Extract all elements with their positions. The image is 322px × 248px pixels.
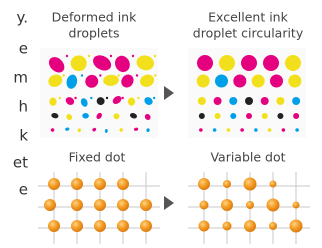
droplet — [219, 55, 235, 71]
label: Excellent ink — [208, 10, 288, 25]
dot — [71, 178, 83, 190]
satellite — [66, 55, 68, 57]
droplet — [215, 113, 221, 119]
dot — [48, 178, 60, 190]
droplet — [295, 128, 299, 132]
satellite — [154, 55, 156, 57]
droplet — [270, 75, 283, 88]
droplet — [240, 128, 244, 132]
dot — [117, 178, 129, 190]
dot — [117, 220, 129, 232]
satellite — [81, 74, 83, 76]
droplet — [277, 113, 283, 119]
droplet — [261, 97, 269, 105]
droplet — [276, 97, 284, 105]
text-fragment: e — [19, 181, 28, 199]
droplet — [229, 97, 237, 105]
satellite — [137, 97, 139, 99]
dot — [199, 221, 210, 232]
droplet — [282, 128, 286, 132]
dot — [48, 220, 60, 232]
text-fragment: k — [19, 127, 28, 145]
droplet — [214, 97, 222, 105]
dot — [267, 199, 280, 212]
label: droplets — [69, 26, 120, 41]
droplet — [199, 128, 203, 132]
satellite — [122, 97, 124, 99]
dot — [223, 180, 231, 188]
droplet — [268, 128, 272, 132]
dot — [140, 199, 152, 211]
satellite — [74, 97, 76, 99]
dot — [44, 199, 56, 211]
satellite — [62, 74, 64, 76]
text-fragment: y. — [16, 9, 28, 27]
droplet — [230, 113, 236, 119]
text-fragment: h — [18, 98, 28, 116]
droplet — [227, 128, 231, 132]
satellite — [154, 74, 156, 76]
dot — [290, 220, 303, 233]
dot — [94, 178, 106, 190]
satellite — [117, 74, 119, 76]
droplet — [293, 113, 299, 119]
dot — [221, 199, 233, 211]
dot — [269, 222, 277, 230]
illustrations — [38, 48, 310, 244]
dot — [94, 199, 106, 211]
dot — [244, 220, 256, 232]
dot — [270, 181, 277, 188]
droplet — [254, 128, 258, 132]
label: Variable dot — [210, 150, 285, 165]
satellite — [110, 55, 112, 57]
droplet — [262, 113, 268, 119]
droplet — [285, 55, 301, 71]
satellite — [153, 97, 155, 99]
droplet — [241, 55, 257, 71]
droplet — [197, 75, 210, 88]
droplet — [199, 113, 205, 119]
arrow — [164, 86, 174, 100]
dot — [198, 178, 210, 190]
dot — [94, 220, 106, 232]
droplet — [246, 113, 252, 119]
droplet — [233, 75, 246, 88]
droplet — [128, 97, 135, 105]
dot — [293, 202, 300, 209]
dot — [117, 199, 129, 211]
dot — [244, 178, 257, 191]
dot — [223, 222, 232, 231]
droplet — [215, 75, 228, 88]
satellite — [106, 97, 108, 99]
droplet — [213, 128, 217, 132]
label: Deformed ink — [52, 10, 137, 25]
dot — [71, 220, 83, 232]
droplet — [263, 55, 279, 71]
dot — [246, 201, 254, 209]
satellite — [99, 74, 101, 76]
dot — [140, 220, 152, 232]
dot — [71, 199, 83, 211]
droplet — [288, 75, 301, 88]
arrow — [164, 196, 174, 210]
droplet — [252, 75, 265, 88]
droplet — [197, 55, 213, 71]
text-fragment: e — [19, 40, 28, 58]
satellite — [132, 55, 134, 57]
left-text-fragments: y.emhkete — [13, 9, 28, 199]
label: Fixed dot — [69, 150, 126, 165]
satellite — [88, 55, 90, 57]
text-fragment: et — [13, 154, 28, 172]
label: droplet circularity — [193, 26, 304, 41]
droplet — [198, 97, 206, 105]
droplet — [245, 97, 253, 105]
satellite — [90, 97, 92, 99]
diagram: y.emhkete Deformed ink droplets Excellen… — [0, 0, 322, 248]
dot — [200, 201, 209, 210]
satellite — [136, 74, 138, 76]
text-fragment: m — [13, 69, 28, 87]
satellite — [59, 97, 61, 99]
droplet — [292, 97, 300, 105]
